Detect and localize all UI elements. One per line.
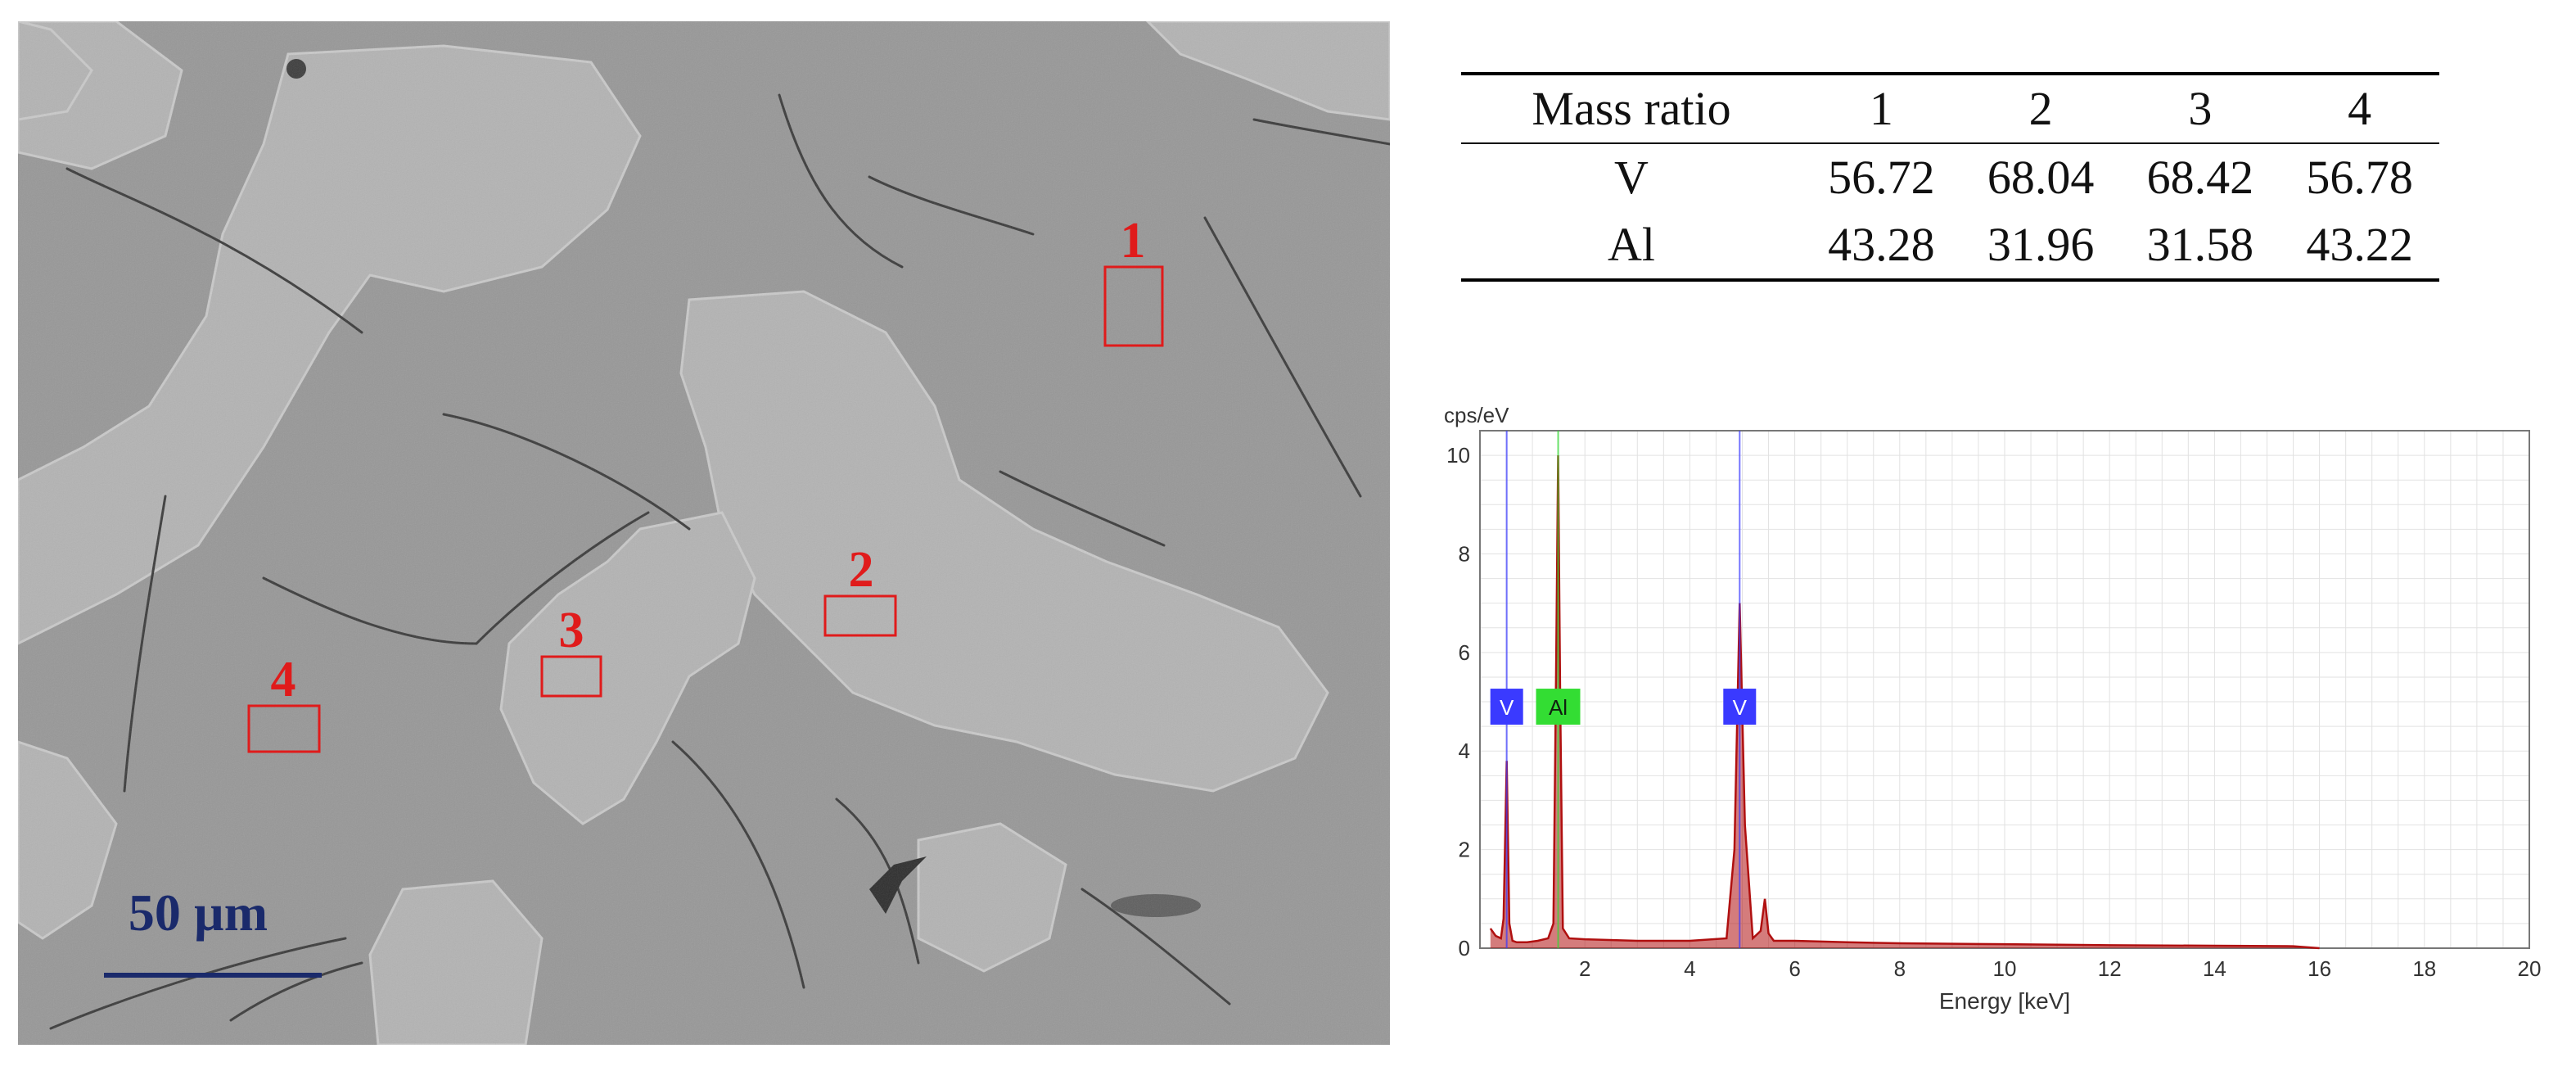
- spectrum-line: [1489, 455, 2320, 950]
- table-cell: 43.22: [2306, 218, 2413, 271]
- x-tick-label: 6: [1789, 956, 1800, 981]
- y-tick-label: 2: [1459, 838, 1470, 862]
- x-tick-label: 4: [1684, 956, 1695, 981]
- analysis-regions: 1 2 3 4: [247, 213, 1164, 753]
- element-label-box: [1536, 689, 1581, 725]
- region-label-2: 2: [849, 542, 874, 598]
- header-cell: 2: [2028, 82, 2053, 135]
- spectrum-chart: V Al V 2 4 6 8 10 12 14 16 18 20 0 2 4 6 8 10 cps/eV Ener…: [1444, 403, 2541, 1014]
- region-box-1: [1103, 265, 1164, 347]
- region-box-2: [823, 594, 897, 637]
- header-cell: Mass ratio: [1532, 82, 1731, 135]
- micrograph-image: 1 2 3 4 50 µm: [18, 21, 1390, 1045]
- x-tick-label: 10: [1993, 956, 2017, 981]
- x-axis-label: Energy [keV]: [1939, 988, 2070, 1014]
- region-label-3: 3: [559, 603, 584, 658]
- y-tick-label: 0: [1459, 936, 1470, 960]
- element-label-layer: V Al V: [1490, 431, 1757, 948]
- table-cell: 56.78: [2306, 151, 2413, 204]
- header-cell: 1: [1869, 82, 1893, 135]
- texture-noise: [18, 21, 1390, 1045]
- header-cell: 4: [2348, 82, 2372, 135]
- element-label-text: Al: [1549, 695, 1568, 720]
- table-cell: 31.96: [1987, 218, 2095, 271]
- x-tick-label: 2: [1579, 956, 1590, 981]
- row-label: Al: [1608, 218, 1655, 271]
- region-box-4: [247, 704, 321, 753]
- tick-layer: 2 4 6 8 10 12 14 16 18 20 0 2 4 6 8 10: [1446, 443, 2541, 981]
- scale-bar: [104, 973, 322, 978]
- x-tick-label: 18: [2412, 956, 2436, 981]
- element-label-text: V: [1733, 695, 1748, 720]
- element-label-box: [1490, 689, 1523, 725]
- table-cell: 43.28: [1828, 218, 1935, 271]
- table-cell: 68.42: [2146, 151, 2254, 204]
- region-label-1: 1: [1121, 213, 1146, 269]
- scale-bar-label: 50 µm: [129, 883, 268, 942]
- y-tick-label: 4: [1459, 739, 1470, 763]
- y-tick-label: 6: [1459, 640, 1470, 665]
- x-tick-label: 8: [1894, 956, 1906, 981]
- composition-table: Mass ratio 1 2 3 4 V 56.72 68.04 68.42 5…: [1461, 72, 2439, 282]
- element-label-text: V: [1500, 695, 1514, 720]
- x-tick-label: 20: [2518, 956, 2542, 981]
- table-cell: 31.58: [2146, 218, 2254, 271]
- table-header-row: Mass ratio 1 2 3 4: [1461, 74, 2439, 143]
- row-label: V: [1614, 151, 1649, 204]
- chart-grid: [1479, 430, 2530, 949]
- table-row: V 56.72 68.04 68.42 56.78: [1461, 143, 2439, 211]
- x-tick-label: 16: [2308, 956, 2331, 981]
- region-box-3: [540, 655, 602, 698]
- x-tick-label: 12: [2098, 956, 2122, 981]
- x-tick-label: 14: [2203, 956, 2226, 981]
- eds-spectrum: V Al V 2 4 6 8 10 12 14 16 18 20 0 2 4 6 8 10 cps/eV Ener…: [1416, 401, 2562, 1040]
- series-layer: [1489, 455, 2320, 950]
- y-tick-label: 8: [1459, 541, 1470, 566]
- region-label-4: 4: [271, 652, 296, 707]
- sem-micrograph: 1 2 3 4 50 µm: [18, 21, 1390, 1045]
- table-cell: 68.04: [1987, 151, 2095, 204]
- element-label-box: [1723, 689, 1757, 725]
- header-cell: 3: [2188, 82, 2213, 135]
- y-tick-label: 10: [1446, 443, 1470, 468]
- y-axis-label: cps/eV: [1444, 403, 1509, 427]
- table-cell: 56.72: [1828, 151, 1935, 204]
- table-row: Al 43.28 31.96 31.58 43.22: [1461, 211, 2439, 280]
